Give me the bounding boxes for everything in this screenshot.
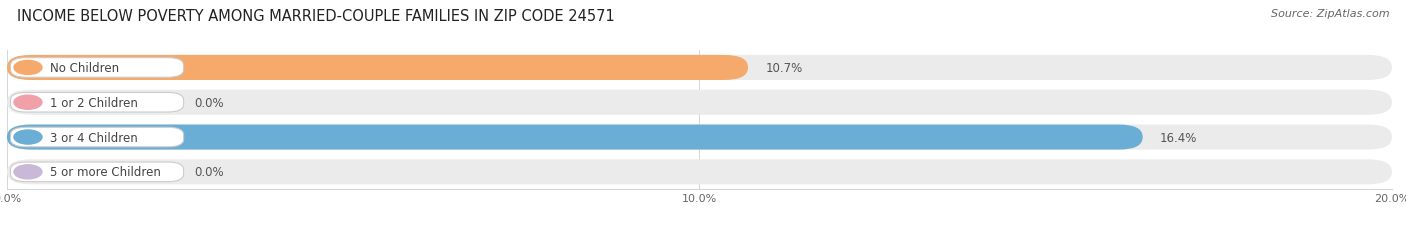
Text: No Children: No Children — [51, 62, 120, 75]
Text: 0.0%: 0.0% — [194, 96, 224, 109]
FancyBboxPatch shape — [10, 128, 184, 147]
Circle shape — [14, 61, 42, 75]
Circle shape — [14, 165, 42, 179]
FancyBboxPatch shape — [10, 58, 184, 78]
Text: 5 or more Children: 5 or more Children — [51, 166, 162, 179]
FancyBboxPatch shape — [7, 90, 1392, 115]
Text: 1 or 2 Children: 1 or 2 Children — [51, 96, 138, 109]
Text: 10.7%: 10.7% — [765, 62, 803, 75]
Text: Source: ZipAtlas.com: Source: ZipAtlas.com — [1271, 9, 1389, 19]
Circle shape — [14, 96, 42, 110]
Text: INCOME BELOW POVERTY AMONG MARRIED-COUPLE FAMILIES IN ZIP CODE 24571: INCOME BELOW POVERTY AMONG MARRIED-COUPL… — [17, 9, 614, 24]
FancyBboxPatch shape — [7, 56, 748, 81]
Text: 16.4%: 16.4% — [1160, 131, 1198, 144]
FancyBboxPatch shape — [10, 93, 184, 112]
Text: 3 or 4 Children: 3 or 4 Children — [51, 131, 138, 144]
FancyBboxPatch shape — [7, 160, 1392, 185]
FancyBboxPatch shape — [7, 56, 1392, 81]
FancyBboxPatch shape — [7, 125, 1392, 150]
Text: 0.0%: 0.0% — [194, 166, 224, 179]
Circle shape — [14, 131, 42, 144]
FancyBboxPatch shape — [7, 125, 1143, 150]
FancyBboxPatch shape — [10, 162, 184, 182]
